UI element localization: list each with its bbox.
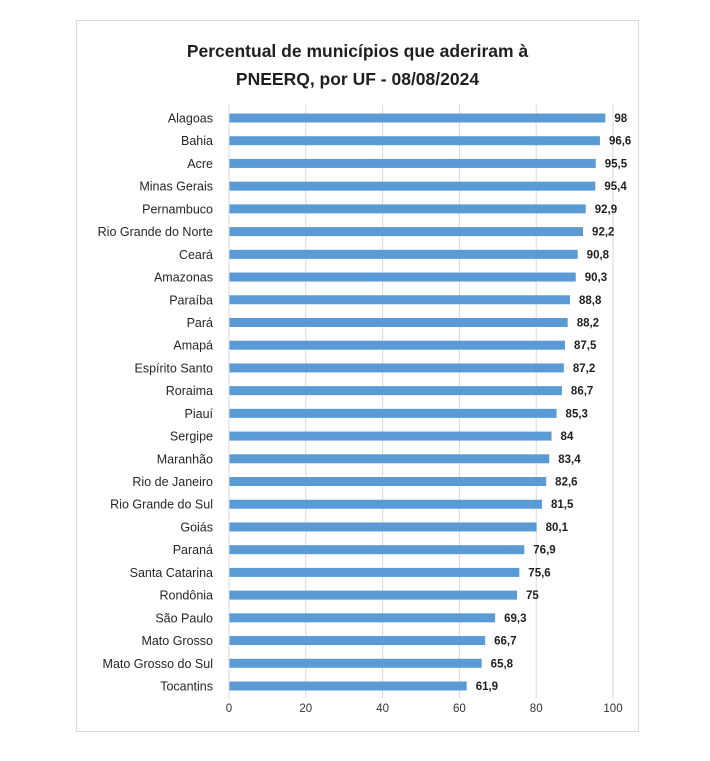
category-label: Alagoas: [168, 112, 213, 126]
x-tick-label: 100: [603, 703, 622, 715]
category-label: Rio de Janeiro: [132, 475, 213, 489]
bar: [229, 454, 550, 464]
bar: [229, 113, 606, 123]
category-label: Tocantins: [160, 680, 213, 694]
bar: [229, 590, 517, 600]
category-label: Goiás: [180, 520, 213, 534]
data-label: 90,3: [585, 272, 607, 284]
bar: [229, 227, 584, 237]
bar: [229, 408, 557, 418]
data-label: 82,6: [555, 477, 577, 489]
category-label: Bahia: [181, 134, 213, 148]
category-label: Mato Grosso: [141, 634, 213, 648]
category-label: Espírito Santo: [134, 361, 213, 375]
bar: [229, 681, 467, 691]
category-label: Acre: [187, 157, 213, 171]
bar: [229, 295, 570, 305]
category-label: Mato Grosso do Sul: [103, 657, 213, 671]
category-label: Piauí: [185, 407, 214, 421]
data-label: 83,4: [558, 454, 581, 466]
bar: [229, 363, 564, 373]
bar: [229, 658, 482, 668]
data-label: 90,8: [587, 249, 610, 261]
data-label: 95,4: [604, 181, 627, 193]
data-label: 86,7: [571, 386, 593, 398]
data-label: 76,9: [533, 545, 555, 557]
chart-title-line-1: Percentual de municípios que aderiram à: [186, 41, 529, 61]
chart-title: Percentual de municípios que aderiram à …: [77, 37, 638, 93]
chart-frame: Percentual de municípios que aderiram à …: [76, 20, 639, 732]
x-tick-label: 60: [453, 703, 466, 715]
bar: [229, 613, 496, 623]
bar: [229, 340, 565, 350]
category-label: Amapá: [173, 339, 213, 353]
bar: [229, 181, 596, 191]
category-label: Maranhão: [157, 452, 213, 466]
data-label: 81,5: [551, 499, 574, 511]
bar-chart-plot: 0 20 40 60 80 100 Alagoas 98 Bahia 96,6 Acre 95,5 Mi…: [98, 105, 631, 715]
category-label: Rio Grande do Norte: [98, 225, 213, 239]
bar: [229, 272, 576, 282]
data-label: 92,9: [595, 204, 617, 216]
data-label: 65,8: [491, 658, 514, 670]
x-tick-label: 0: [226, 703, 232, 715]
data-label: 84: [561, 431, 574, 443]
bar: [229, 567, 520, 577]
data-label: 98: [614, 113, 627, 125]
bar: [229, 158, 596, 168]
x-tick-label: 20: [299, 703, 312, 715]
data-label: 66,7: [494, 636, 516, 648]
data-label: 75,6: [528, 567, 550, 579]
data-label: 88,8: [579, 295, 602, 307]
category-label: Ceará: [179, 248, 213, 262]
bar: [229, 136, 600, 146]
data-label: 87,5: [574, 340, 597, 352]
category-label: Pará: [187, 316, 213, 330]
bar: [229, 522, 537, 532]
data-label: 61,9: [476, 681, 498, 693]
bar: [229, 317, 568, 327]
bar: [229, 386, 562, 396]
bar: [229, 249, 578, 259]
category-label: Rondônia: [159, 589, 213, 603]
x-tick-label: 40: [376, 703, 389, 715]
category-label: Pernambuco: [142, 202, 213, 216]
category-label: São Paulo: [155, 611, 213, 625]
category-label: Santa Catarina: [130, 566, 213, 580]
data-label: 92,2: [592, 227, 614, 239]
bar: [229, 636, 486, 646]
category-label: Paraná: [173, 543, 213, 557]
bar: [229, 477, 547, 487]
data-label: 69,3: [504, 613, 526, 625]
category-label: Roraima: [166, 384, 213, 398]
data-label: 95,5: [605, 158, 628, 170]
bar: [229, 499, 542, 509]
bar: [229, 545, 525, 555]
data-label: 85,3: [566, 408, 588, 420]
category-label: Sergipe: [170, 430, 213, 444]
data-label: 96,6: [609, 136, 631, 148]
category-label: Minas Gerais: [139, 180, 213, 194]
category-label: Rio Grande do Sul: [110, 498, 213, 512]
bar: [229, 431, 552, 441]
category-label: Paraíba: [169, 293, 213, 307]
x-tick-label: 80: [530, 703, 543, 715]
data-label: 75: [526, 590, 539, 602]
data-label: 88,2: [577, 317, 599, 329]
category-label: Amazonas: [154, 271, 213, 285]
chart-title-line-2: PNEERQ, por UF - 08/08/2024: [235, 69, 480, 89]
bar: [229, 204, 586, 214]
data-label: 80,1: [546, 522, 569, 534]
data-label: 87,2: [573, 363, 595, 375]
